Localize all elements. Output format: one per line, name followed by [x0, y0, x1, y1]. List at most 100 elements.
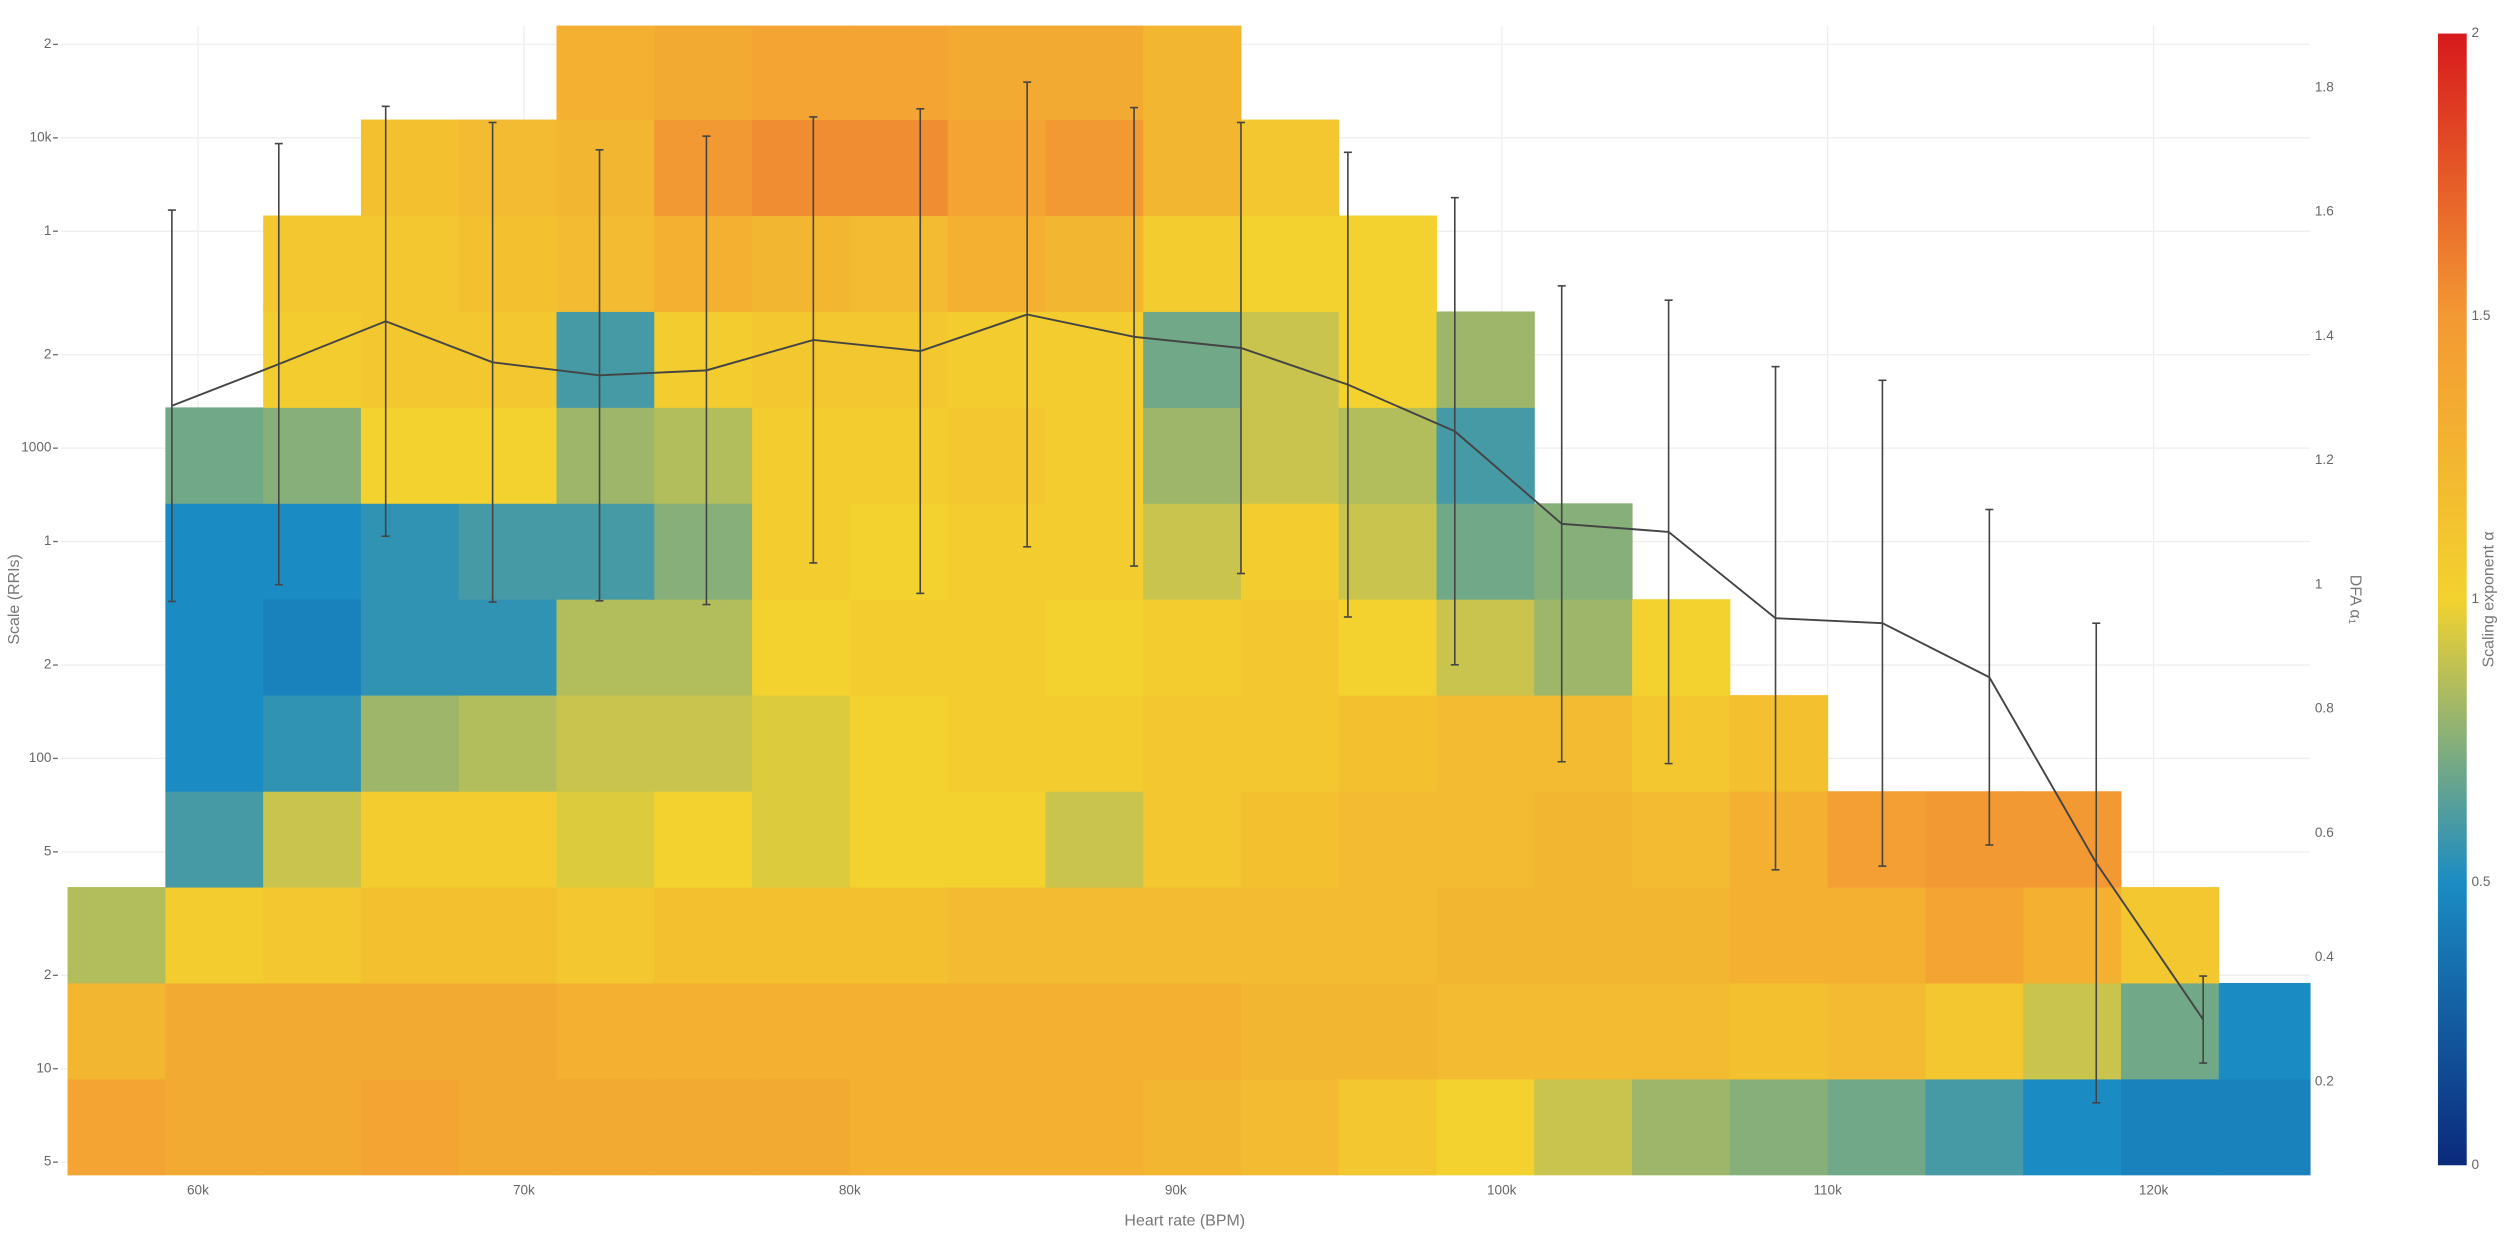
heatmap-cell [1534, 599, 1633, 696]
heatmap-cell [654, 25, 753, 121]
heatmap-cell [1240, 1078, 1340, 1176]
heatmap-cell [752, 503, 851, 600]
heatmap-cell [947, 311, 1046, 408]
heatmap-cell [1925, 791, 2024, 888]
heatmap-cell [1436, 599, 1535, 696]
heatmap-cell [556, 599, 655, 696]
heatmap-cell [556, 25, 655, 121]
heatmap-cell [947, 119, 1046, 217]
colorbar-tick-label: 0 [2472, 1157, 2480, 1172]
y2-tick-label: 0.4 [2315, 949, 2334, 964]
heatmap-cell [263, 215, 362, 312]
heatmap-cell [752, 982, 851, 1080]
heatmap-cell [2218, 1078, 2311, 1176]
heatmap-cell [849, 215, 949, 312]
heatmap-cell [654, 791, 753, 888]
heatmap-cell [654, 1078, 753, 1176]
heatmap-cell [1240, 407, 1340, 504]
heatmap-cell [2023, 791, 2122, 888]
heatmap-cell [263, 407, 362, 504]
heatmap-cell [752, 791, 851, 888]
heatmap-cell [654, 407, 753, 504]
y-tick-label: 100 [29, 750, 52, 765]
x-tick-label: 100k [1487, 1182, 1517, 1197]
heatmap-cell [654, 119, 753, 217]
heatmap-cell [1632, 791, 1731, 888]
heatmap-cell [360, 407, 460, 504]
colorbar-tick-label: 2 [2472, 25, 2480, 40]
heatmap-cell [1827, 982, 1926, 1080]
heatmap-cell [1143, 599, 1242, 696]
heatmap-cell [654, 887, 753, 984]
heatmap-cell [1143, 311, 1242, 408]
heatmap-cell [1632, 1078, 1731, 1176]
heatmap-cell [752, 119, 851, 217]
heatmap-cell [165, 982, 264, 1080]
colorbar-tick-label: 1.5 [2472, 308, 2491, 323]
heatmap-cell [263, 791, 362, 888]
heatmap-cell [1729, 982, 1829, 1080]
y2-tick-label: 0.2 [2315, 1073, 2334, 1088]
heatmap-cell [752, 407, 851, 504]
y-tick-label: 2 [44, 36, 52, 51]
heatmap-cell [556, 887, 655, 984]
heatmap-cell [1534, 887, 1633, 984]
heatmap-cell [752, 695, 851, 792]
heatmap-cell [654, 599, 753, 696]
heatmap-cell [1143, 119, 1242, 217]
heatmap-cell [947, 25, 1046, 121]
heatmap-cell [165, 695, 264, 792]
heatmap-cell [752, 887, 851, 984]
y-tick-label: 1 [44, 223, 52, 238]
heatmap-cell [654, 503, 753, 600]
y-tick-label: 1 [44, 533, 52, 548]
y-tick-label: 2 [44, 967, 52, 982]
heatmap-cell [947, 599, 1046, 696]
heatmap-cell [654, 695, 753, 792]
y-tick-label: 2 [44, 657, 52, 672]
heatmap-cell [1925, 1078, 2024, 1176]
y-axis-title: Scale (RRIs) [6, 554, 23, 645]
y2-tick-label: 0.8 [2315, 701, 2334, 716]
heatmap-cell [1143, 1078, 1242, 1176]
heatmap-cell [1338, 1078, 1438, 1176]
y-tick-label: 10k [30, 129, 52, 144]
heatmap-cell [1045, 503, 1144, 600]
heatmap-cell [947, 695, 1046, 792]
heatmap-cell [1045, 791, 1144, 888]
heatmap-cell [1632, 599, 1731, 696]
x-tick-label: 90k [1165, 1182, 1187, 1197]
heatmap-cell [1143, 215, 1242, 312]
heatmap-cell [165, 503, 264, 600]
heatmap-cell [1436, 982, 1535, 1080]
heatmap-cell [556, 407, 655, 504]
heatmap-cell [1925, 982, 2024, 1080]
x-tick-label: 60k [187, 1182, 209, 1197]
heatmap-cell [1436, 1078, 1535, 1176]
heatmap-cell [1045, 695, 1144, 792]
heatmap-cell [67, 887, 166, 984]
heatmap-cell [947, 1078, 1046, 1176]
heatmap-cell [360, 215, 460, 312]
heatmap-cell [1338, 599, 1438, 696]
heatmap-cell [263, 599, 362, 696]
heatmap-cell [556, 982, 655, 1080]
heatmap-cell [1338, 695, 1438, 792]
colorbar [2437, 33, 2467, 1166]
heatmap-cell [458, 407, 557, 504]
heatmap-cell [2023, 982, 2122, 1080]
heatmap-cell [1827, 887, 1926, 984]
heatmap-cell [67, 982, 166, 1080]
heatmap-cell [360, 599, 460, 696]
heatmap-cell [849, 599, 949, 696]
heatmap-cell [1240, 887, 1340, 984]
heatmap-cell [654, 982, 753, 1080]
heatmap-cell [165, 407, 264, 504]
heatmap-cell [263, 982, 362, 1080]
heatmap-cell [1143, 887, 1242, 984]
y-tick-label: 5 [44, 843, 52, 858]
heatmap-cell [2121, 1078, 2220, 1176]
heatmap-cell [1338, 791, 1438, 888]
heatmap-cell [1045, 25, 1144, 121]
